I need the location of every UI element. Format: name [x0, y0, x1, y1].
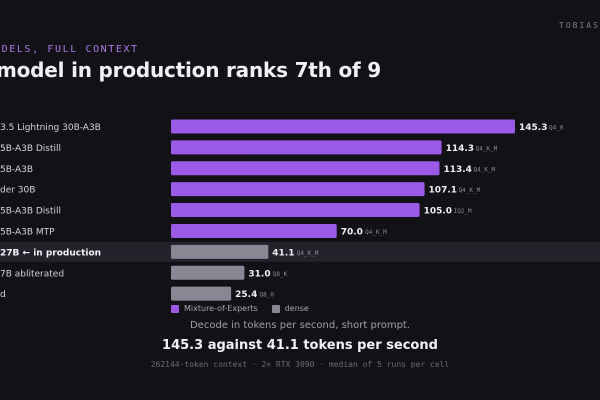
bar [171, 265, 245, 280]
bar [171, 203, 420, 218]
category-label: 5B-A3B [0, 165, 33, 175]
bar [171, 161, 440, 176]
highlight-row [0, 241, 600, 262]
category-label: 27B ← in production [0, 248, 101, 258]
value-label: 41.1 [272, 248, 294, 258]
bar [171, 182, 425, 197]
legend-label-moe: Mixture-of-Experts [184, 304, 258, 313]
legend-swatch-dense [271, 304, 280, 313]
category-label: 7B abliterated [0, 269, 64, 279]
value-label: 25.4 [235, 290, 257, 300]
category-label: 3.5 Lightning 30B-A3B [0, 123, 101, 133]
bar [171, 244, 269, 259]
quant-label: Q4_0 [549, 124, 564, 131]
legend-item-dense: dense [271, 304, 309, 313]
category-label: 5B-A3B MTP [0, 227, 55, 237]
chart-headline: 145.3 against 41.1 tokens per second [162, 338, 438, 353]
category-label: 5B-A3B Distill [0, 144, 61, 154]
chart-eyebrow: ODELS, FULL CONTEXT [0, 44, 139, 55]
chart-footer: 262144-token context · 2× RTX 3090 · med… [150, 360, 450, 369]
quant-label: Q8_0 [260, 292, 275, 299]
bar [171, 119, 515, 134]
category-label: der 30B [0, 186, 35, 196]
quant-label: Q4_K_M [365, 229, 387, 236]
quant-label: Q8_K [273, 271, 288, 278]
value-label: 113.4 [443, 165, 471, 175]
chart-title: model in production ranks 7th of 9 [0, 58, 381, 82]
value-label: 31.0 [248, 269, 270, 279]
legend-swatch-moe [171, 304, 179, 313]
bar [171, 223, 337, 238]
quant-label: Q4_K_M [473, 166, 495, 173]
bar [171, 140, 442, 155]
bar [171, 286, 232, 301]
chart-legend: Mixture-of-Experts dense [171, 304, 317, 313]
legend-item-moe: Mixture-of-Experts [171, 304, 258, 313]
category-label: d [0, 290, 6, 300]
value-label: 114.3 [446, 144, 474, 154]
value-label: 107.1 [429, 186, 457, 196]
value-label: 70.0 [341, 227, 363, 237]
value-label: 145.3 [519, 123, 547, 133]
quant-label: IQ2_M [454, 208, 472, 215]
quant-label: Q4_K_M [297, 250, 319, 257]
quant-label: Q4_K_M [459, 187, 481, 194]
brand-mark: TOBIAS [559, 21, 600, 30]
quant-label: Q4_K_M [476, 145, 498, 152]
legend-label-dense: dense [284, 304, 309, 313]
value-label: 105.0 [424, 207, 452, 217]
chart-caption: Decode in tokens per second, short promp… [189, 320, 411, 331]
category-label: 5B-A3B Distill [0, 207, 61, 217]
